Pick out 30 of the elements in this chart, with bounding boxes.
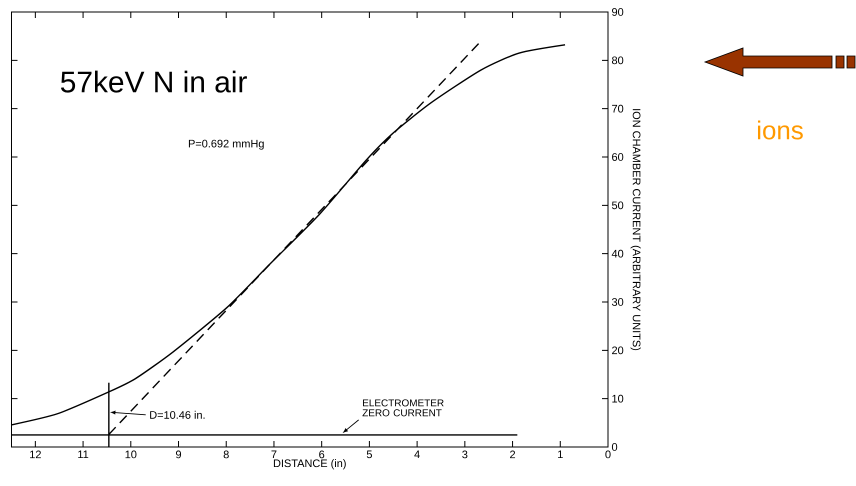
y-tick-label: 0 <box>612 443 618 451</box>
x-tick-label: 11 <box>78 450 88 458</box>
x-tick-label: 8 <box>224 450 229 458</box>
text: ions <box>758 120 803 140</box>
y-axis-title: ION CHAMBER CURRENT (ARBITRARY UNITS) <box>630 109 641 350</box>
y-tick-label: 50 <box>612 201 624 210</box>
y-tick-label: 80 <box>612 56 624 64</box>
x-tick-label: 10 <box>126 450 136 458</box>
annotation: D=10.46 in. <box>150 410 205 419</box>
x-tick-label: 1 <box>558 450 563 458</box>
y-tick-label: 10 <box>612 394 624 403</box>
x-tick-label: 4 <box>414 450 420 458</box>
y-tick-label: 40 <box>612 250 624 258</box>
annotation: ELECTROMETER ZERO CURRENT <box>362 399 444 416</box>
x-tick-label: 5 <box>366 450 372 458</box>
x-tick-label: 7 <box>271 450 276 458</box>
x-tick-label: 9 <box>176 450 182 458</box>
x-axis-title: DISTANCE (in) <box>274 459 346 470</box>
annotation: P=0.692 mmHg <box>188 140 264 150</box>
annotation: 57keV N in air <box>60 70 247 93</box>
x-tick-label: 3 <box>462 450 468 458</box>
x-tick-label: 6 <box>319 450 324 458</box>
y-tick-label: 20 <box>612 346 624 354</box>
y-tick-label: 70 <box>612 104 624 113</box>
y-tick-label: 30 <box>612 298 624 306</box>
x-tick-label: 12 <box>30 450 41 458</box>
y-tick-label: 60 <box>612 153 624 161</box>
x-tick-label: 0 <box>605 450 611 458</box>
y-tick-label: 90 <box>612 8 624 16</box>
x-tick-label: 2 <box>510 450 516 458</box>
